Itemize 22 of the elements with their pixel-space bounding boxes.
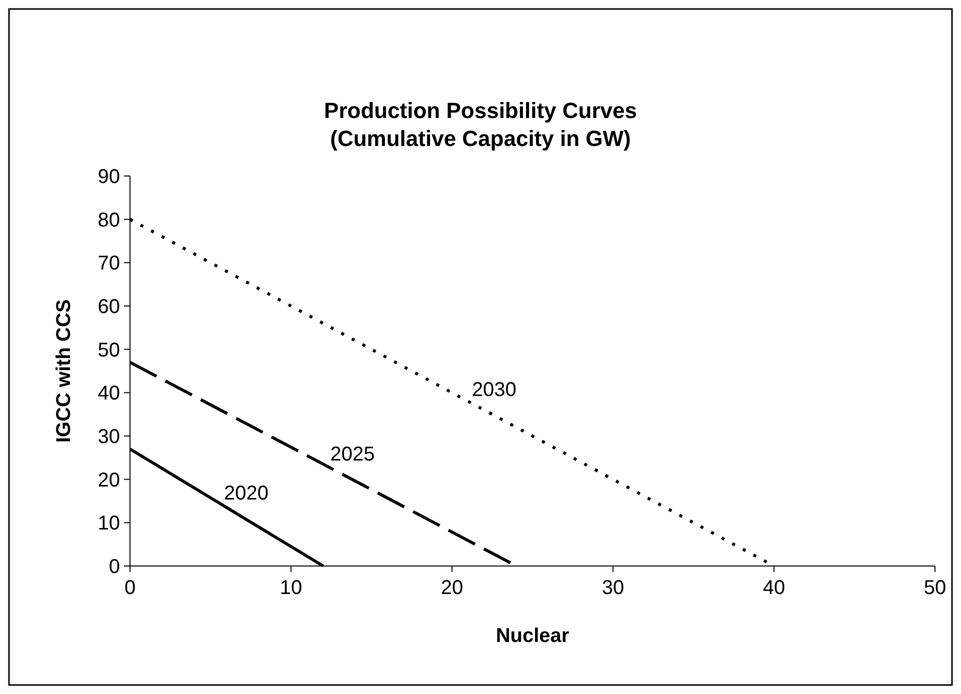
x-tick-label: 0 bbox=[124, 577, 136, 599]
y-tick-label: 10 bbox=[98, 512, 120, 535]
y-axis-title: IGCC with CCS bbox=[53, 299, 75, 443]
y-tick-label: 70 bbox=[98, 252, 120, 275]
series-label: 2025 bbox=[330, 443, 375, 466]
y-tick-label: 50 bbox=[98, 339, 120, 362]
x-tick-label: 50 bbox=[924, 577, 946, 599]
x-tick-label: 10 bbox=[280, 577, 302, 599]
y-tick-label: 40 bbox=[98, 382, 120, 405]
y-tick-label: 80 bbox=[98, 209, 120, 232]
y-tick-label: 0 bbox=[108, 556, 120, 578]
series-label: 2030 bbox=[472, 379, 516, 401]
x-tick-label: 20 bbox=[440, 577, 464, 599]
y-tick-label: 30 bbox=[98, 426, 120, 448]
series-label: 2020 bbox=[224, 482, 269, 504]
x-tick-label: 30 bbox=[602, 577, 624, 599]
x-axis-title: Nuclear bbox=[496, 625, 570, 647]
y-tick-label: 60 bbox=[98, 296, 120, 318]
x-tick-label: 40 bbox=[762, 577, 786, 599]
chart-title: Production Possibility Curves (Cumulative Capacity in GW) bbox=[324, 98, 637, 151]
y-tick-label: 20 bbox=[98, 469, 120, 492]
y-tick-label: 90 bbox=[98, 166, 120, 188]
